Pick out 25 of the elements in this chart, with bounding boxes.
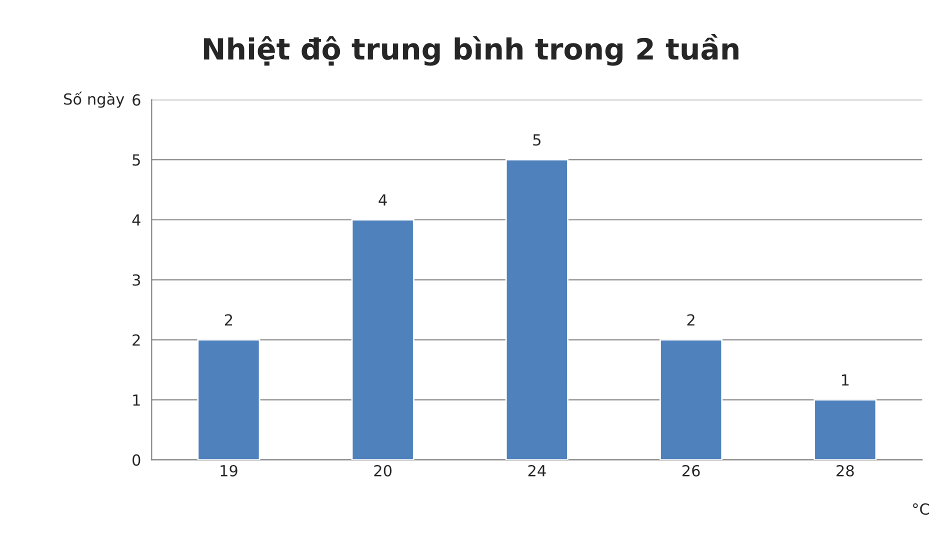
- data-label: 2: [224, 314, 232, 326]
- x-tick-label: 26: [682, 464, 700, 477]
- bar: [505, 159, 568, 460]
- data-label: 4: [378, 194, 387, 206]
- x-axis-title: °C: [913, 503, 930, 515]
- y-tick-label: 0: [132, 454, 140, 466]
- x-tick-label: 19: [220, 464, 238, 477]
- x-tick-label: 24: [528, 464, 546, 476]
- y-tick-label: 3: [132, 274, 140, 286]
- x-tick-label: 20: [374, 464, 392, 477]
- chart-title: Nhiệt độ trung bình trong 2 tuần: [204, 34, 738, 66]
- x-tick-label: 28: [836, 464, 854, 477]
- data-label: 2: [687, 314, 694, 326]
- y-tick-label: 2: [132, 334, 140, 346]
- bar: [660, 339, 723, 460]
- data-label: 1: [842, 374, 849, 386]
- data-label: 5: [533, 134, 540, 146]
- bar: [351, 219, 414, 460]
- bar: [814, 399, 877, 460]
- bar: [197, 339, 260, 460]
- y-tick-label: 6: [132, 94, 140, 106]
- y-tick-label: 4: [132, 214, 140, 226]
- y-tick-label: 1: [133, 394, 140, 406]
- y-tick-label: 5: [132, 154, 140, 166]
- y-axis-title: Số ngày: [64, 92, 124, 108]
